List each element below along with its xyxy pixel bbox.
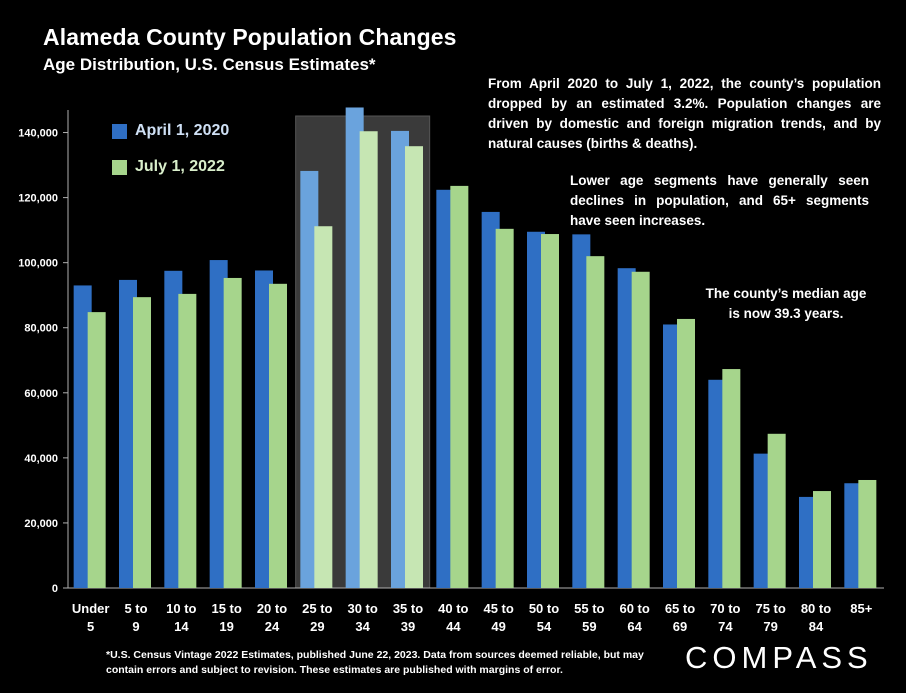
bar-april-2020	[345, 107, 364, 588]
bar-july-2022	[405, 146, 423, 588]
chart-title: Alameda County Population Changes	[43, 24, 457, 50]
bar-april-2020	[436, 189, 455, 589]
x-tick-label-line2: 9	[132, 619, 139, 634]
x-tick-label-line2: 14	[174, 619, 189, 634]
bar-april-2020	[209, 260, 228, 588]
x-tick-label: 55 to	[574, 601, 604, 616]
bar-july-2022	[269, 283, 287, 588]
legend-label-april-2020: April 1, 2020	[135, 122, 230, 139]
bar-april-2020	[663, 324, 681, 588]
legend-swatch-july-2022	[112, 160, 127, 175]
x-tick-label-line2: 44	[446, 619, 461, 634]
compass-logo: COMPASS	[685, 640, 873, 675]
y-tick-label: 140,000	[18, 128, 58, 140]
y-tick-label: 20,000	[24, 518, 58, 530]
bar-april-2020	[119, 279, 137, 588]
bar-april-2020	[753, 453, 772, 588]
legend-label-july-2022: July 1, 2022	[135, 158, 225, 175]
x-tick-label: 50 to	[529, 601, 559, 616]
x-tick-label-line2: 54	[537, 619, 552, 634]
x-tick-label: Under	[72, 601, 110, 616]
bar-july-2022	[586, 256, 605, 588]
x-tick-label: 70 to	[710, 601, 740, 616]
x-tick-label: 80 to	[801, 601, 831, 616]
bar-april-2020	[844, 483, 863, 588]
x-tick-label-line2: 59	[582, 619, 596, 634]
y-tick-label: 0	[52, 583, 58, 595]
bar-april-2020	[164, 270, 183, 588]
bar-april-2020	[73, 285, 92, 588]
bar-july-2022	[223, 277, 242, 588]
x-tick-label: 30 to	[347, 601, 377, 616]
annotation-population-drop: From April 2020 to July 1, 2022, the cou…	[488, 76, 881, 151]
bar-april-2020	[391, 130, 409, 588]
x-tick-label: 85+	[850, 601, 872, 616]
bar-april-2020	[527, 231, 545, 588]
x-tick-label-line2: 84	[809, 619, 824, 634]
x-tick-label-line2: 69	[673, 619, 687, 634]
bar-april-2020	[255, 270, 273, 588]
bar-july-2022	[359, 131, 378, 588]
x-tick-label: 10 to	[166, 601, 196, 616]
bar-july-2022	[495, 228, 514, 588]
bar-april-2020	[572, 234, 591, 588]
y-tick-label: 80,000	[24, 323, 58, 335]
bar-april-2020	[481, 211, 500, 588]
x-tick-label: 75 to	[755, 601, 785, 616]
x-tick-label: 15 to	[211, 601, 241, 616]
x-tick-label-line2: 49	[491, 619, 505, 634]
x-tick-label: 5 to	[124, 601, 147, 616]
x-tick-label: 45 to	[483, 601, 513, 616]
legend-swatch-april-2020	[112, 124, 127, 139]
bar-july-2022	[858, 479, 877, 588]
annotation-age-segments: Lower age segments have generally seen d…	[570, 173, 869, 228]
x-tick-label-line2: 34	[355, 619, 370, 634]
y-tick-label: 120,000	[18, 193, 58, 205]
bar-april-2020	[708, 379, 727, 588]
y-tick-label: 40,000	[24, 453, 58, 465]
x-tick-label: 20 to	[257, 601, 287, 616]
x-tick-label-line2: 79	[763, 619, 777, 634]
annotation-median-age: The county’s median age is now 39.3 year…	[705, 286, 867, 321]
x-tick-label: 65 to	[665, 601, 695, 616]
bar-july-2022	[677, 318, 695, 588]
x-tick-label-line2: 74	[718, 619, 733, 634]
y-tick-label: 60,000	[24, 388, 58, 400]
bar-july-2022	[631, 271, 650, 588]
x-tick-label-line2: 64	[627, 619, 642, 634]
y-tick-label: 100,000	[18, 258, 58, 270]
bar-july-2022	[87, 312, 106, 588]
bar-july-2022	[314, 226, 333, 588]
bar-july-2022	[450, 185, 469, 588]
bar-july-2022	[722, 369, 741, 588]
bar-april-2020	[799, 496, 817, 588]
bar-july-2022	[541, 234, 559, 588]
x-tick-label: 60 to	[619, 601, 649, 616]
x-tick-label: 40 to	[438, 601, 468, 616]
x-tick-label-line2: 5	[87, 619, 94, 634]
x-tick-label-line2: 24	[265, 619, 280, 634]
bar-april-2020	[617, 268, 636, 588]
bar-july-2022	[767, 433, 786, 588]
x-tick-label-line2: 29	[310, 619, 324, 634]
source-footnote: *U.S. Census Vintage 2022 Estimates, pub…	[106, 649, 644, 676]
bar-april-2020	[300, 170, 319, 588]
bar-july-2022	[178, 293, 197, 588]
bar-july-2022	[133, 297, 151, 588]
x-tick-label: 35 to	[393, 601, 423, 616]
x-tick-label-line2: 39	[401, 619, 415, 634]
bar-july-2022	[813, 491, 831, 588]
x-tick-label-line2: 19	[219, 619, 233, 634]
chart-subtitle: Age Distribution, U.S. Census Estimates*	[43, 55, 376, 74]
x-tick-label: 25 to	[302, 601, 332, 616]
